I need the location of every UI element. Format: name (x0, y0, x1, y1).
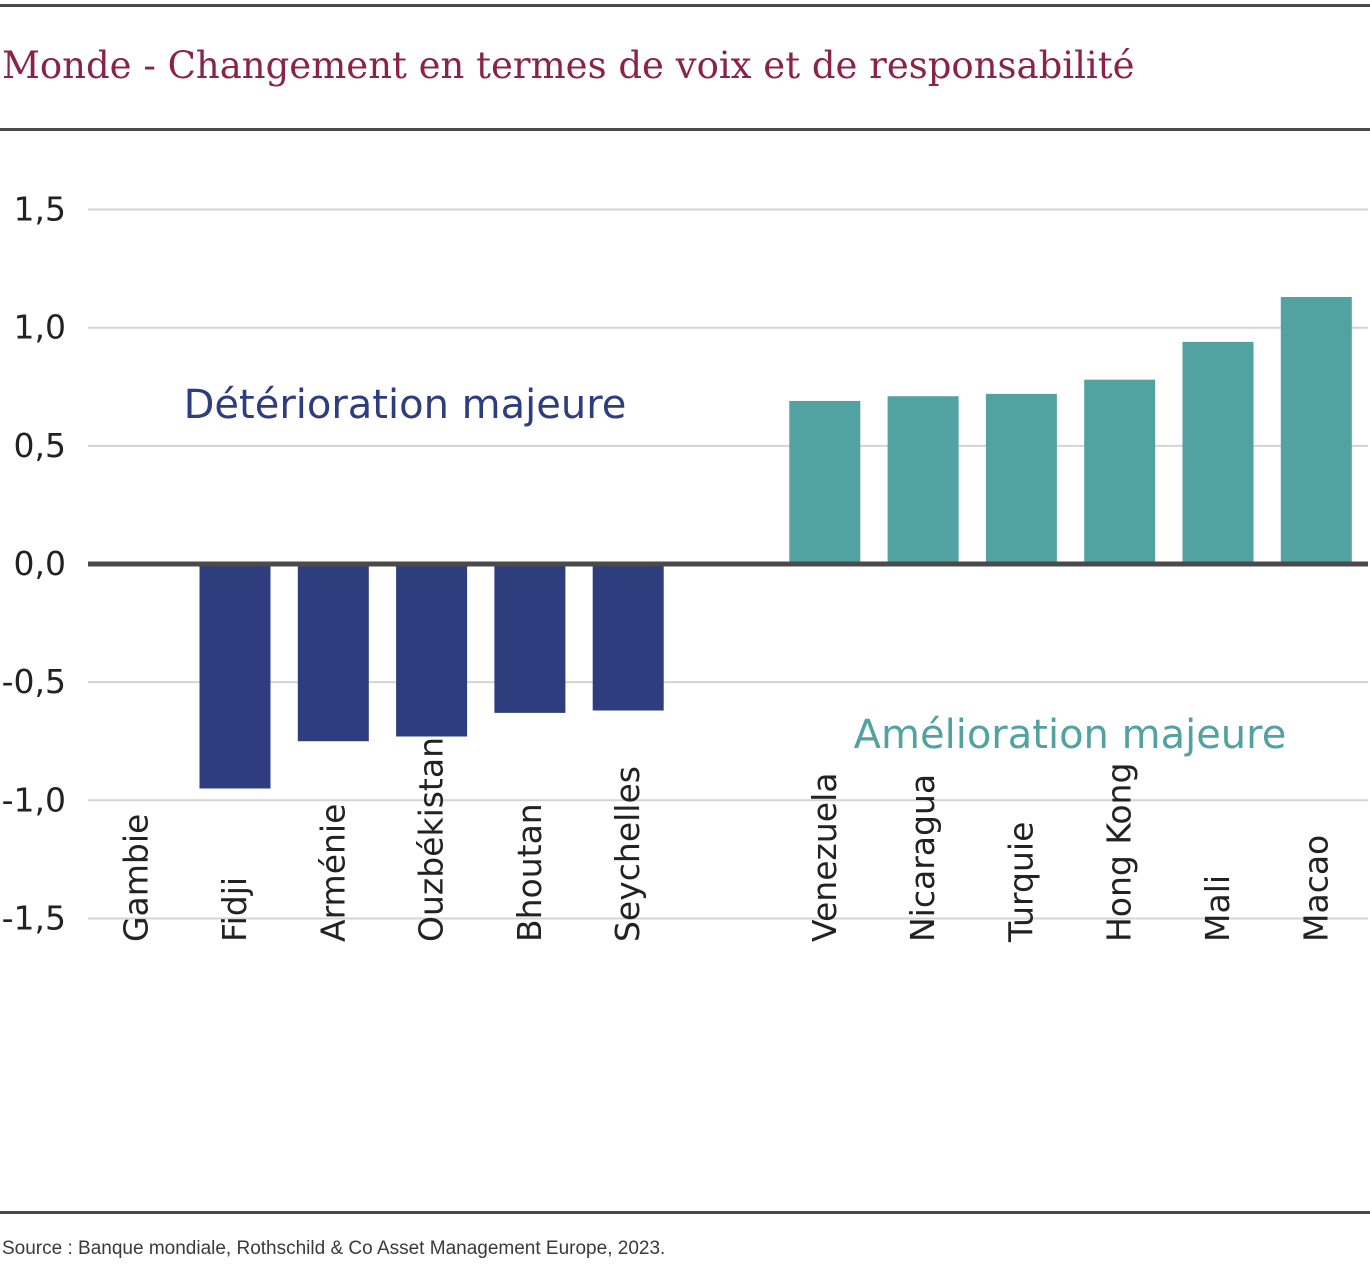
bar-chart: 1,5 1,0 0,5 0,0 -0,5 -1,0 -1,5 Gambie Fidji Armén… (2, 190, 1368, 943)
x-tick-label: Mali (1198, 875, 1237, 942)
chart-title: Monde - Changement en termes de voix et … (2, 44, 1135, 87)
x-tick-label: Fidji (215, 877, 254, 942)
y-tick-label: -1,0 (2, 780, 66, 819)
bar-Venezuela (789, 400, 861, 564)
source-note: Source : Banque mondiale, Rothschild & C… (2, 1238, 666, 1259)
x-tick-label: Nicaragua (903, 774, 942, 942)
x-tick-label: Turquie (1001, 822, 1040, 943)
x-tick-label: Bhoutan (510, 803, 549, 942)
bar-Nicaragua (887, 396, 959, 564)
top-rule (0, 4, 1370, 7)
bar-Ouzbékistan (396, 564, 468, 737)
annotation-deterioration: Détérioration majeure (184, 382, 627, 428)
y-tick-label: -0,5 (2, 662, 66, 701)
x-tick-label: Macao (1296, 835, 1335, 942)
y-tick-label: 0,5 (14, 426, 66, 465)
bar-Hong Kong (1084, 379, 1156, 564)
bar-Turquie (985, 393, 1057, 564)
bar-Mali (1182, 341, 1254, 564)
bottom-rule (0, 1211, 1370, 1214)
y-tick-label: 1,0 (14, 308, 66, 347)
x-tick-label: Venezuela (805, 773, 844, 942)
bar-Fidji (199, 564, 271, 789)
bar-Macao (1280, 296, 1352, 564)
y-tick-label: 1,5 (14, 190, 66, 229)
x-tick-label: Hong Kong (1100, 763, 1139, 942)
y-tick-label: 0,0 (14, 544, 66, 583)
annotation-improvement: Amélioration majeure (854, 712, 1287, 758)
bar-Bhoutan (494, 564, 566, 713)
x-tick-label: Ouzbékistan (412, 737, 451, 942)
x-tick-label: Seychelles (608, 766, 647, 942)
title-rule (0, 128, 1370, 131)
x-tick-label: Gambie (117, 814, 156, 942)
y-tick-label: -1,5 (2, 898, 66, 937)
x-tick-label: Arménie (313, 804, 352, 942)
bar-Seychelles (592, 564, 664, 711)
bar-Arménie (297, 564, 369, 742)
